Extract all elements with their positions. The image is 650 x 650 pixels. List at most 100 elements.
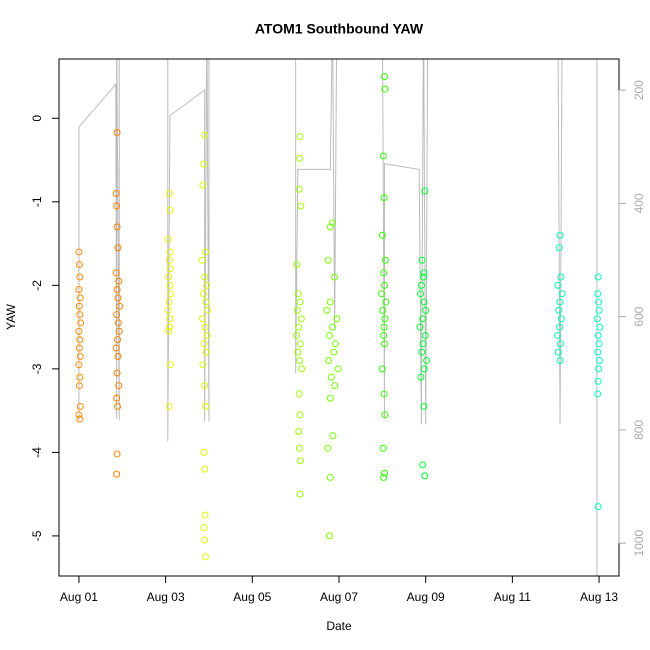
point <box>201 273 209 281</box>
point <box>114 244 122 252</box>
point <box>115 277 123 285</box>
point <box>166 248 174 256</box>
y-tick-label: -1 <box>30 196 44 207</box>
point <box>380 194 388 202</box>
y-tick-label: -3 <box>30 363 44 374</box>
point <box>377 290 385 298</box>
point <box>203 281 211 289</box>
point <box>593 315 601 323</box>
point <box>202 348 210 356</box>
point <box>76 415 84 423</box>
x-tick-label: Aug 01 <box>60 590 98 604</box>
point <box>419 340 427 348</box>
point <box>200 448 208 456</box>
point <box>295 323 303 331</box>
point <box>323 306 331 314</box>
point <box>418 256 426 264</box>
point <box>293 306 301 314</box>
point <box>417 281 425 289</box>
point <box>298 365 306 373</box>
point <box>166 265 174 273</box>
point <box>166 206 174 214</box>
point <box>166 361 174 369</box>
point <box>113 128 121 136</box>
point <box>420 365 428 373</box>
point <box>75 344 83 352</box>
point <box>380 331 388 339</box>
point <box>294 348 302 356</box>
point <box>76 294 84 302</box>
point <box>557 315 565 323</box>
point <box>595 357 603 365</box>
point <box>381 85 389 93</box>
point <box>166 315 174 323</box>
point <box>293 260 301 268</box>
point <box>558 290 566 298</box>
y-axis-label: YAW <box>4 303 18 330</box>
point <box>165 327 173 335</box>
point <box>113 470 121 478</box>
point <box>296 133 304 141</box>
point <box>166 256 174 264</box>
point <box>594 390 602 398</box>
y-tick-label: -5 <box>30 530 44 541</box>
point <box>326 394 334 402</box>
point <box>594 503 602 511</box>
point <box>331 273 339 281</box>
point <box>167 290 175 298</box>
point <box>419 315 427 323</box>
point <box>296 444 304 452</box>
point <box>326 473 334 481</box>
point <box>202 248 210 256</box>
point <box>75 286 83 294</box>
point <box>77 319 85 327</box>
point <box>381 73 389 81</box>
point <box>165 402 173 410</box>
point <box>115 327 123 335</box>
point <box>421 187 429 195</box>
plot-data <box>75 59 604 576</box>
point <box>554 281 562 289</box>
point <box>421 331 429 339</box>
point <box>165 298 173 306</box>
point <box>382 298 390 306</box>
point <box>164 235 172 243</box>
point <box>596 323 604 331</box>
point <box>416 290 424 298</box>
y2-tick-label: 1000 <box>632 529 646 556</box>
point <box>201 323 209 331</box>
point <box>201 131 209 139</box>
point <box>326 298 334 306</box>
point <box>381 340 389 348</box>
point <box>379 306 387 314</box>
point <box>199 181 207 189</box>
point <box>419 461 427 469</box>
point <box>113 369 121 377</box>
point <box>420 298 428 306</box>
point <box>198 256 206 264</box>
y2-tick-label: 200 <box>632 80 646 100</box>
point <box>380 390 388 398</box>
point <box>201 536 209 544</box>
point <box>76 402 84 410</box>
point <box>166 281 174 289</box>
point <box>112 189 120 197</box>
point <box>76 373 84 381</box>
x-tick-label: Aug 07 <box>320 590 358 604</box>
point <box>202 298 210 306</box>
point <box>296 298 304 306</box>
point <box>420 402 428 410</box>
point <box>113 223 121 231</box>
point <box>198 315 206 323</box>
point <box>296 340 304 348</box>
point <box>553 331 561 339</box>
point <box>421 472 429 480</box>
point <box>75 260 83 268</box>
point <box>75 361 83 369</box>
point <box>297 315 305 323</box>
point <box>378 365 386 373</box>
point <box>423 357 431 365</box>
y2-tick-label: 600 <box>632 306 646 326</box>
point <box>200 524 208 532</box>
point <box>75 248 83 256</box>
